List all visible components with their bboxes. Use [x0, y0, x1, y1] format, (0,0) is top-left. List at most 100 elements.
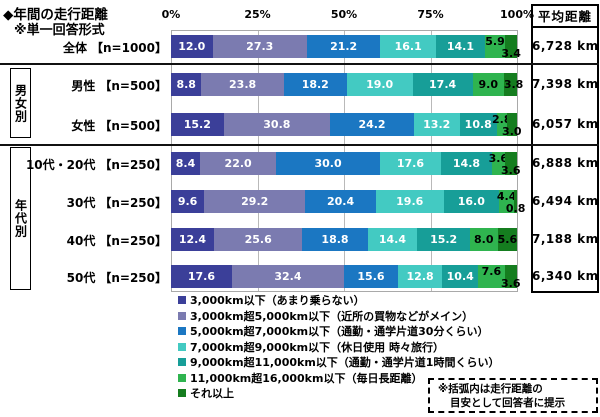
bar-segment — [171, 113, 224, 136]
bar-segment — [417, 228, 470, 251]
bar-segment — [283, 73, 347, 96]
segment-value: 16.0 — [457, 195, 485, 208]
segment-value: 5.9 — [485, 35, 505, 48]
bar-segment — [484, 35, 506, 58]
segment-value: 8.4 — [175, 157, 196, 170]
axis-tick-label: 100% — [500, 8, 534, 21]
average-distance-value: 6,340 km — [532, 269, 599, 283]
stacked-bar: 9.6 29.2 20.4 19.6 16.0 4.4 0.8 — [171, 190, 525, 215]
note-line2: 目安として回答者に提示 — [450, 397, 566, 409]
bar-segment — [375, 190, 444, 213]
segment-value: 32.4 — [274, 270, 302, 283]
legend-item: 3,000km以下（あまり乗らない） — [178, 292, 365, 307]
segment-value: 30.8 — [263, 118, 291, 131]
legend-swatch — [178, 358, 186, 366]
segment-value: 4.4 — [496, 190, 517, 203]
segment-value: 18.8 — [321, 233, 349, 246]
chart-subtitle: ※単一回答形式 — [14, 23, 105, 38]
stacked-bar: 12.0 27.3 21.2 16.1 14.1 5.9 3.4 — [171, 35, 521, 60]
segment-value: 10.4 — [446, 270, 474, 283]
bar-segment — [305, 190, 376, 213]
bar-segment — [504, 265, 517, 288]
bar-segment — [443, 190, 499, 213]
segment-value: 12.4 — [178, 233, 207, 246]
segment-value: 23.8 — [229, 78, 257, 91]
bar-segment — [503, 73, 517, 96]
segment-value: 3.6 — [501, 164, 521, 177]
bar-segment — [212, 35, 307, 58]
average-distance-header: 平均距離 — [531, 4, 599, 28]
legend-label: 3,000km超5,000km以下（近所の買物などがメイン） — [190, 309, 474, 323]
bar-segment — [472, 73, 504, 96]
segment-value: 3.0 — [502, 125, 522, 138]
legend-swatch — [178, 296, 186, 304]
axis-tick-label: 75% — [417, 8, 444, 21]
segment-value: 14.4 — [378, 233, 406, 246]
bar-segment — [200, 152, 277, 175]
segment-value: 15.6 — [357, 270, 385, 283]
group-label: 男女別 — [13, 83, 28, 123]
bar-segment — [344, 265, 398, 288]
legend-label: 7,000km超9,000km以下（休日使用 時々旅行） — [190, 340, 444, 354]
bar-segment — [397, 265, 443, 288]
average-distance-value: 6,728 km — [532, 39, 599, 53]
row-label: 男性 【n=500】 — [71, 79, 167, 93]
legend-label: 11,000km超16,000km以下（毎日長距離） — [190, 371, 423, 385]
segment-value: 3.4 — [501, 47, 521, 60]
segment-value: 30.0 — [314, 157, 342, 170]
segment-value: 19.0 — [366, 78, 394, 91]
legend-swatch — [178, 327, 186, 335]
row-label: 30代 【n=250】 — [66, 196, 167, 210]
axis-tick-label: 0% — [161, 8, 181, 21]
row-label: 10代・20代 【n=250】 — [25, 158, 167, 172]
segment-value: 3.6 — [488, 152, 509, 165]
bar-segment — [497, 228, 517, 251]
legend-swatch — [178, 389, 186, 397]
legend-swatch — [178, 342, 186, 351]
segment-value: 9.0 — [478, 78, 499, 91]
bar-segment — [306, 35, 381, 58]
group-label-box: 男女別 — [10, 68, 31, 138]
row-label: 全体 【n=1000】 — [62, 41, 167, 55]
bar-segment — [459, 113, 497, 136]
segment-value: 15.2 — [183, 118, 211, 131]
separator-line-overall — [0, 63, 599, 65]
legend-item: 3,000km超5,000km以下（近所の買物などがメイン） — [178, 308, 473, 323]
bar-segment — [276, 152, 380, 175]
segment-value: 19.6 — [396, 195, 424, 208]
bar-segment — [469, 228, 498, 251]
segment-value: 15.2 — [430, 233, 458, 246]
segment-value: 24.2 — [358, 118, 386, 131]
bar-segment — [367, 228, 418, 251]
average-distance-column-frame — [531, 28, 599, 293]
legend-label: 3,000km以下（あまり乗らない） — [190, 294, 365, 307]
bar-segment — [171, 73, 202, 96]
segment-value: 8.8 — [176, 78, 196, 91]
segment-value: 16.1 — [394, 40, 422, 53]
segment-value: 17.6 — [396, 157, 424, 170]
segment-value: 12.0 — [178, 40, 206, 53]
segment-value: 12.8 — [406, 270, 434, 283]
bar-segment — [330, 113, 414, 136]
bar-segment — [436, 35, 485, 58]
bar-segment — [201, 73, 284, 96]
segment-value: 17.4 — [429, 78, 457, 91]
bar-segment — [171, 228, 214, 251]
bar-segment — [442, 265, 479, 288]
row-label: 50代 【n=250】 — [66, 271, 167, 285]
note-box: ※括弧内は走行距離の 目安として回答者に提示 — [428, 378, 598, 413]
bar-segment — [171, 152, 201, 175]
bar-segment — [223, 113, 331, 136]
average-distance-value: 7,398 km — [532, 77, 599, 91]
segment-value: 8.0 — [474, 233, 494, 246]
segment-value: 3.8 — [503, 78, 524, 91]
segment-value: 27.3 — [246, 40, 274, 53]
bar-segment — [204, 190, 306, 213]
stacked-bar: 17.6 32.4 15.6 12.8 10.4 7.6 3.6 — [171, 265, 521, 290]
bar-segment — [478, 265, 505, 288]
bar-segment — [302, 228, 368, 251]
segment-value: 5.6 — [497, 233, 518, 246]
axis-tick-label: 50% — [330, 8, 358, 21]
chart-title: ◆年間の走行距離 — [3, 7, 108, 23]
